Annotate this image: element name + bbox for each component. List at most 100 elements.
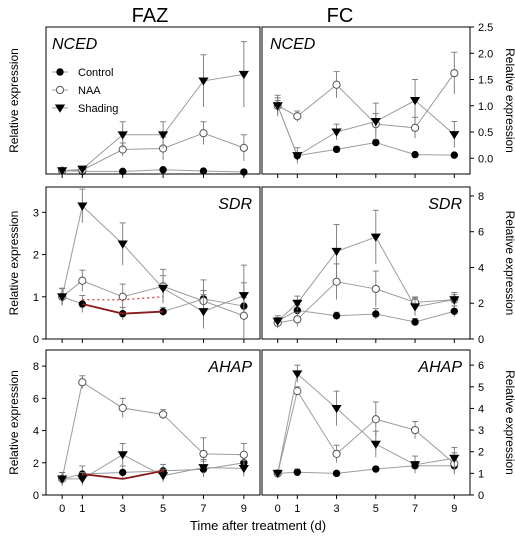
marker-shading-3 (157, 131, 169, 140)
panel-frame (261, 26, 471, 175)
series-control (58, 287, 248, 320)
marker-control-3 (372, 465, 380, 473)
x-tick-label: 3 (120, 503, 126, 515)
marker-shading-3 (157, 284, 169, 294)
marker-naa-4 (410, 425, 420, 435)
panel-sdr-fc: SDR 0 2 4 6 8 Relative expression (261, 186, 515, 346)
x-tick-label: 7 (200, 503, 206, 515)
marker-naa-1 (293, 315, 302, 324)
y-tick-label: 1 (33, 292, 39, 304)
series-line-naa (61, 381, 244, 479)
marker-naa-4 (199, 449, 208, 459)
series-naa (58, 375, 248, 486)
marker-shading-3 (370, 440, 381, 449)
y-axis-label: Relative expression (7, 370, 21, 475)
y-tick-label: 2 (478, 298, 484, 310)
series-line-naa (277, 72, 455, 129)
y-tick-label: 3 (478, 425, 484, 437)
marker-shading-4 (409, 461, 421, 470)
marker-shading-2 (331, 247, 342, 257)
marker-naa-5 (239, 143, 248, 152)
marker-naa-3 (158, 410, 168, 419)
series-line-control (277, 105, 455, 157)
column-title-faz: FAZ (132, 5, 169, 27)
marker-shading-0 (272, 102, 283, 111)
marker-control-2 (119, 468, 127, 477)
series-line-shading (277, 236, 455, 322)
marker-naa-3 (371, 284, 380, 294)
marker-control-5 (450, 307, 459, 315)
marker-shading-2 (117, 240, 128, 249)
series-naa (273, 386, 459, 478)
x-tick-label: 7 (412, 503, 418, 515)
legend-label-naa: NAA (78, 85, 101, 97)
y-axis-label: Relative expression (503, 48, 515, 153)
y-tick-label: 2 (33, 458, 39, 470)
marker-shading-1 (292, 299, 303, 308)
marker-shading-4 (198, 77, 209, 86)
series-naa (273, 263, 459, 329)
panel-frame (45, 186, 261, 340)
panel-title: SDR (218, 196, 252, 213)
marker-control-3 (372, 138, 380, 147)
marker-naa-2 (332, 277, 341, 286)
marker-shading-2 (331, 404, 342, 414)
panel-frame (261, 349, 471, 496)
y-tick-label: 2.0 (478, 48, 493, 60)
y-tick-label: 0.5 (478, 127, 493, 139)
x-tick-label: 0 (59, 503, 65, 515)
y-tick-label: 1.0 (478, 101, 493, 113)
marker-shading-0 (272, 469, 283, 479)
series-shading (272, 79, 460, 164)
panel-title: AHAP (207, 359, 252, 376)
series-line-naa (62, 132, 245, 172)
marker-naa-5 (239, 311, 248, 320)
marker-shading-1 (77, 202, 88, 211)
x-axis-label: Time after treatment (d) (190, 518, 326, 533)
series-line-control (62, 169, 244, 173)
y-tick-label: 4 (33, 426, 39, 438)
marker-shading-5 (238, 70, 249, 80)
y-tick-label: 4 (478, 403, 484, 415)
marker-shading-0 (57, 475, 68, 484)
marker-shading-5 (449, 131, 460, 140)
marker-shading-5 (238, 464, 249, 474)
marker-control-2 (332, 145, 341, 154)
x-tick-label: 0 (275, 503, 281, 515)
y-tick-label: 2 (478, 447, 484, 459)
series-shading (57, 188, 249, 329)
y-tick-label: 6 (478, 360, 484, 372)
x-tick-label: 9 (451, 503, 457, 515)
y-tick-label: 1.5 (478, 75, 493, 87)
marker-shading-2 (117, 131, 128, 140)
x-tick-label: 9 (241, 503, 247, 515)
y-tick-label: 8 (478, 191, 484, 203)
legend-label-shading: Shading (78, 103, 118, 115)
highlight-line-solid (82, 469, 164, 480)
y-tick-label: 5 (478, 382, 484, 394)
x-tick-label: 1 (79, 503, 85, 515)
marker-shading-1 (77, 475, 88, 484)
series-control (58, 452, 248, 486)
marker-control-3 (159, 166, 167, 174)
series-line-naa (61, 280, 245, 317)
marker-control-2 (332, 469, 341, 478)
marker-shading-1 (292, 152, 303, 161)
marker-shading-4 (198, 464, 209, 473)
x-tick-label: 3 (334, 503, 340, 515)
marker-control-1 (293, 468, 302, 476)
y-axis-label: Relative expression (503, 211, 515, 316)
panel-frame (261, 186, 471, 340)
marker-shading-3 (157, 472, 169, 481)
y-tick-label: 2 (33, 250, 39, 262)
marker-shading-0 (272, 317, 283, 326)
marker-control-5 (450, 151, 459, 159)
y-tick-label: 4 (478, 262, 484, 274)
series-line-shading (277, 99, 455, 157)
series-line-control (277, 465, 455, 474)
marker-naa-1 (78, 378, 87, 387)
marker-naa-5 (239, 450, 248, 459)
marker-control-2 (332, 312, 341, 320)
panel-frame (45, 26, 261, 175)
marker-shading-2 (331, 128, 342, 137)
